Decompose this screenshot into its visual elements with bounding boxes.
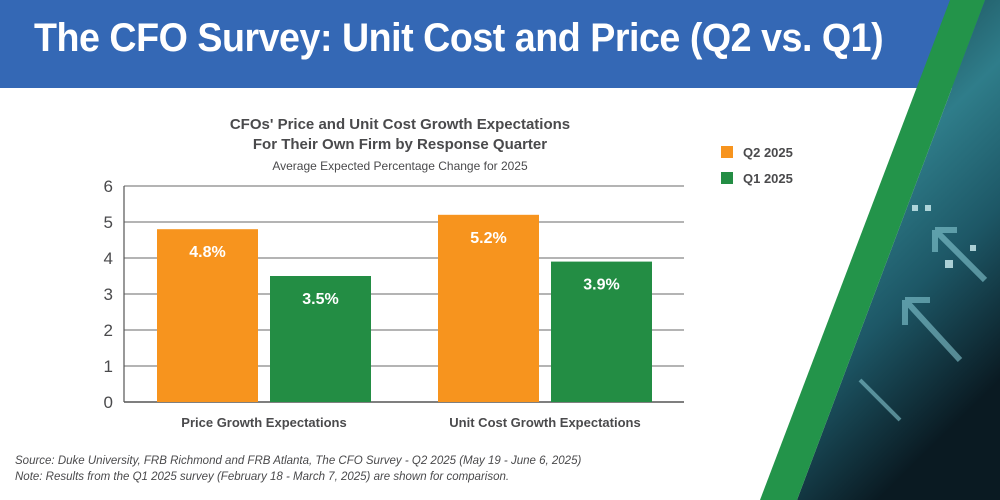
chart-title-line-2: For Their Own Firm by Response Quarter bbox=[252, 136, 548, 153]
comparison-note: Note: Results from the Q1 2025 survey (F… bbox=[15, 471, 510, 483]
legend-item-q2: Q2 2025 bbox=[721, 139, 793, 165]
legend-swatch-q1 bbox=[721, 172, 733, 184]
bar-q1-1 bbox=[551, 261, 652, 402]
x-category-label-0: Price Growth Expectations bbox=[181, 415, 346, 430]
y-tick-label-6: 6 bbox=[104, 177, 113, 196]
y-tick-label-0: 0 bbox=[104, 393, 113, 412]
y-tick-label-2: 2 bbox=[104, 321, 113, 340]
data-label-q1-1: 3.9% bbox=[583, 277, 619, 294]
legend-item-q1: Q1 2025 bbox=[721, 165, 793, 191]
y-tick-label-1: 1 bbox=[104, 357, 113, 376]
tech-pixel-decor bbox=[912, 205, 976, 268]
header-bar bbox=[0, 0, 1000, 88]
legend-swatch-q2 bbox=[721, 146, 733, 158]
page-title: The CFO Survey: Unit Cost and Price (Q2 … bbox=[34, 16, 884, 60]
legend-label-q2: Q2 2025 bbox=[743, 144, 793, 160]
chart-title-line-1: CFOs' Price and Unit Cost Growth Expecta… bbox=[229, 116, 571, 133]
y-tick-label-4: 4 bbox=[104, 249, 113, 268]
data-label-q2-0: 4.8% bbox=[189, 244, 225, 261]
chart-footnotes: Source: Duke University, FRB Richmond an… bbox=[15, 453, 581, 485]
green-diagonal-stripe bbox=[760, 0, 985, 500]
data-label-q1-0: 3.5% bbox=[302, 291, 338, 308]
x-category-label-1: Unit Cost Growth Expectations bbox=[449, 415, 640, 430]
source-note: Source: Duke University, FRB Richmond an… bbox=[15, 455, 582, 467]
data-label-q2-1: 5.2% bbox=[470, 230, 506, 247]
legend-label-q1: Q1 2025 bbox=[743, 170, 793, 186]
y-tick-label-3: 3 bbox=[104, 285, 113, 304]
bar-q2-0 bbox=[157, 229, 258, 402]
tech-image-panel-fill bbox=[797, 0, 1000, 500]
tech-arrow-decor bbox=[858, 227, 988, 422]
bar-q1-0 bbox=[270, 276, 371, 402]
bar-q2-1 bbox=[438, 214, 539, 402]
y-tick-label-5: 5 bbox=[104, 213, 113, 232]
chart-subtitle: Average Expected Percentage Change for 2… bbox=[272, 159, 528, 173]
chart-legend: Q2 2025 Q1 2025 bbox=[721, 139, 793, 191]
